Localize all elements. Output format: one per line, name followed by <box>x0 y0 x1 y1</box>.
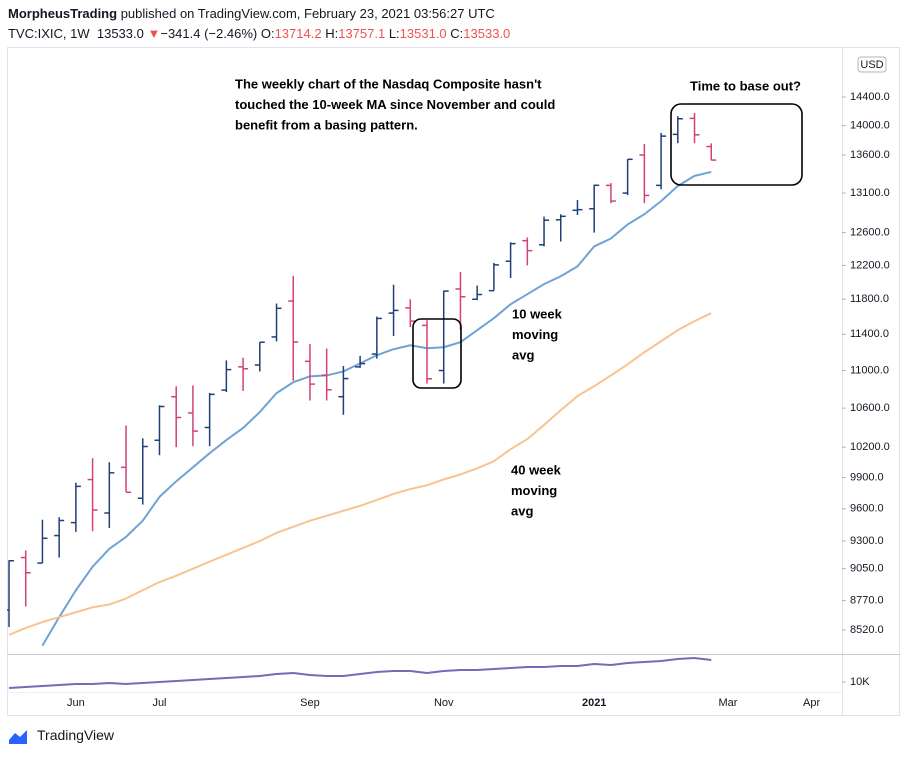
annotation: 40 week <box>511 462 562 477</box>
x-tick-label: Nov <box>434 697 454 709</box>
annotation: touched the 10-week MA since November an… <box>235 97 555 112</box>
change: −341.4 (−2.46%) <box>160 26 258 41</box>
l-label: L: <box>388 26 400 41</box>
published: published on TradingView.com, February 2… <box>120 6 495 21</box>
x-tick-label: Sep <box>300 697 320 709</box>
y-tick-label: 12600.0 <box>850 227 890 239</box>
y-tick-label: 11400.0 <box>850 328 889 340</box>
o-value: 13714.2 <box>274 26 322 41</box>
y-tick-label: 11000.0 <box>850 364 889 376</box>
annotation: Time to base out? <box>690 78 801 93</box>
annotation: moving <box>512 327 558 342</box>
header-line-1: MorpheusTrading published on TradingView… <box>8 4 510 24</box>
author: MorpheusTrading <box>8 6 118 21</box>
price-pane <box>7 113 717 647</box>
c-value: 13533.0 <box>463 26 511 41</box>
symbol: TVC:IXIC, 1W <box>8 26 90 41</box>
annotation: moving <box>511 483 557 498</box>
last-price: 13533.0 <box>96 26 144 41</box>
header-line-2: TVC:IXIC, 1W 13533.0 ▼−341.4 (−2.46%) O:… <box>8 24 510 44</box>
indicator-pane <box>8 657 712 689</box>
y-tick-label: 9900.0 <box>850 471 884 483</box>
l-value: 13531.0 <box>399 26 447 41</box>
x-tick-label: Jun <box>67 697 85 709</box>
y-tick-label: 9300.0 <box>850 535 884 547</box>
annotation: benefit from a basing pattern. <box>235 117 418 132</box>
x-tick-label: 2021 <box>582 697 606 709</box>
y-tick-label: 13600.0 <box>850 149 890 161</box>
y-tick-label: 13100.0 <box>850 187 890 199</box>
annotation: The weekly chart of the Nasdaq Composite… <box>235 76 542 91</box>
highlight-box <box>412 318 462 389</box>
logo-icon <box>9 730 27 744</box>
moving-average <box>41 170 712 647</box>
arrow: ▼ <box>147 26 161 41</box>
annotation: avg <box>512 347 534 362</box>
unit-box <box>857 56 887 73</box>
y-tick-label: 12200.0 <box>850 259 890 271</box>
x-tick-label: Jul <box>152 697 166 709</box>
y-tick-label: 10200.0 <box>850 441 890 453</box>
axis-unit: USD <box>860 59 883 71</box>
frame <box>7 47 900 716</box>
y-tick-label: 14400.0 <box>850 91 890 103</box>
x-tick-label: Mar <box>718 697 737 709</box>
y-tick-label: 9050.0 <box>850 563 884 575</box>
h-label: H: <box>325 26 339 41</box>
annotation: avg <box>511 503 533 518</box>
header: MorpheusTrading published on TradingView… <box>8 4 510 44</box>
moving-average <box>8 312 712 636</box>
annotation: 10 week <box>512 306 563 321</box>
indicator-line <box>8 657 712 689</box>
y-tick-label: 10600.0 <box>850 402 890 414</box>
logo-text: TradingView <box>37 727 115 743</box>
x-tick-label: Apr <box>803 697 820 709</box>
y-tick-label: 8770.0 <box>850 595 884 607</box>
y-tick-label: 14000.0 <box>850 120 890 132</box>
y-tick-label: 8520.0 <box>850 624 884 636</box>
h-value: 13757.1 <box>338 26 386 41</box>
y-tick-label: 9600.0 <box>850 503 884 515</box>
o-label: O: <box>260 26 275 41</box>
highlight-box <box>670 103 803 186</box>
logo-shape <box>9 730 27 744</box>
c-label: C: <box>450 26 464 41</box>
y-tick-label: 10K <box>850 676 870 688</box>
y-tick-label: 11800.0 <box>850 293 889 305</box>
